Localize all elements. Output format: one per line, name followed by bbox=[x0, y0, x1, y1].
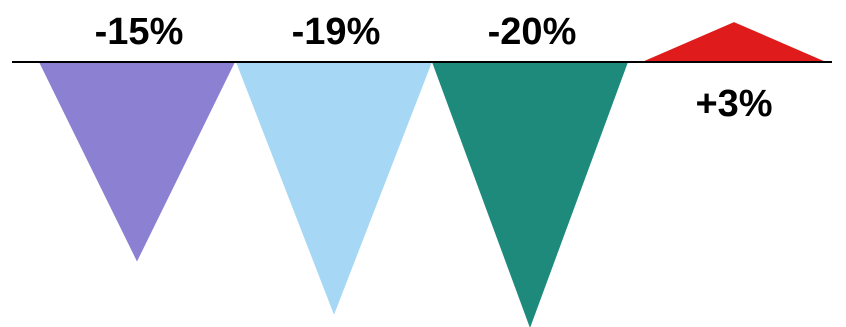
value-label: +3% bbox=[695, 83, 772, 125]
triangle-bar bbox=[432, 62, 628, 327]
triangle-bar bbox=[236, 62, 432, 315]
value-label: -19% bbox=[292, 11, 381, 53]
triangle-bar bbox=[642, 22, 826, 63]
value-label: -15% bbox=[95, 11, 184, 53]
value-label: -20% bbox=[488, 11, 577, 53]
triangle-bar bbox=[39, 62, 235, 262]
